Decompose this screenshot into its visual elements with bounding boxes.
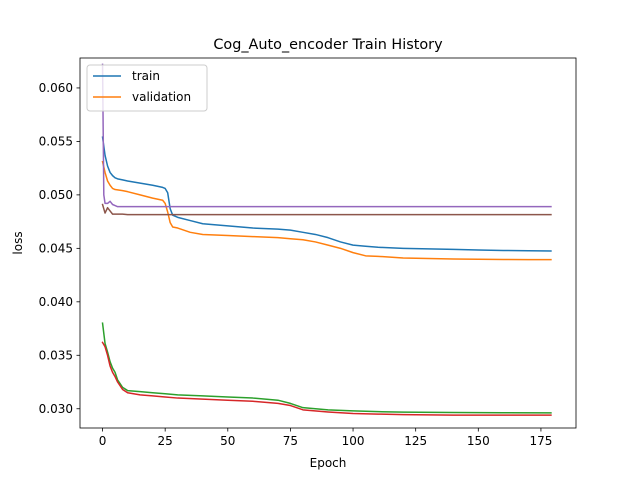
series-line-validation xyxy=(101,160,552,261)
x-tick-label: 100 xyxy=(342,434,365,448)
series-line-series-3 xyxy=(101,322,552,414)
y-tick-label: 0.050 xyxy=(39,188,73,202)
plot-area xyxy=(101,63,552,416)
plot-frame xyxy=(79,57,577,429)
legend-label-train: train xyxy=(132,69,160,83)
y-axis-title: loss xyxy=(11,231,25,254)
series-line-series-5 xyxy=(101,63,552,208)
legend: train validation xyxy=(86,64,208,112)
x-tick-label: 125 xyxy=(404,434,427,448)
x-axis: 0 25 50 75 100 125 150 175 xyxy=(99,428,552,448)
legend-label-validation: validation xyxy=(132,90,191,104)
x-tick-label: 50 xyxy=(220,434,235,448)
x-tick-label: 175 xyxy=(529,434,552,448)
x-tick-label: 150 xyxy=(467,434,490,448)
series-line-train xyxy=(101,136,552,252)
y-axis: 0.030 0.035 0.040 0.045 0.050 0.055 0.060 xyxy=(39,81,80,416)
y-tick-label: 0.040 xyxy=(39,295,73,309)
y-tick-label: 0.060 xyxy=(39,81,73,95)
x-tick-label: 75 xyxy=(283,434,298,448)
y-tick-label: 0.030 xyxy=(39,402,73,416)
x-axis-title: Epoch xyxy=(310,456,347,470)
series-line-series-4 xyxy=(101,341,552,416)
y-tick-label: 0.035 xyxy=(39,348,73,362)
y-tick-label: 0.055 xyxy=(39,135,73,149)
x-tick-label: 25 xyxy=(158,434,173,448)
y-tick-label: 0.045 xyxy=(39,242,73,256)
series-line-series-6 xyxy=(101,203,552,216)
chart-title: Cog_Auto_encoder Train History xyxy=(213,37,443,53)
x-tick-label: 0 xyxy=(99,434,107,448)
